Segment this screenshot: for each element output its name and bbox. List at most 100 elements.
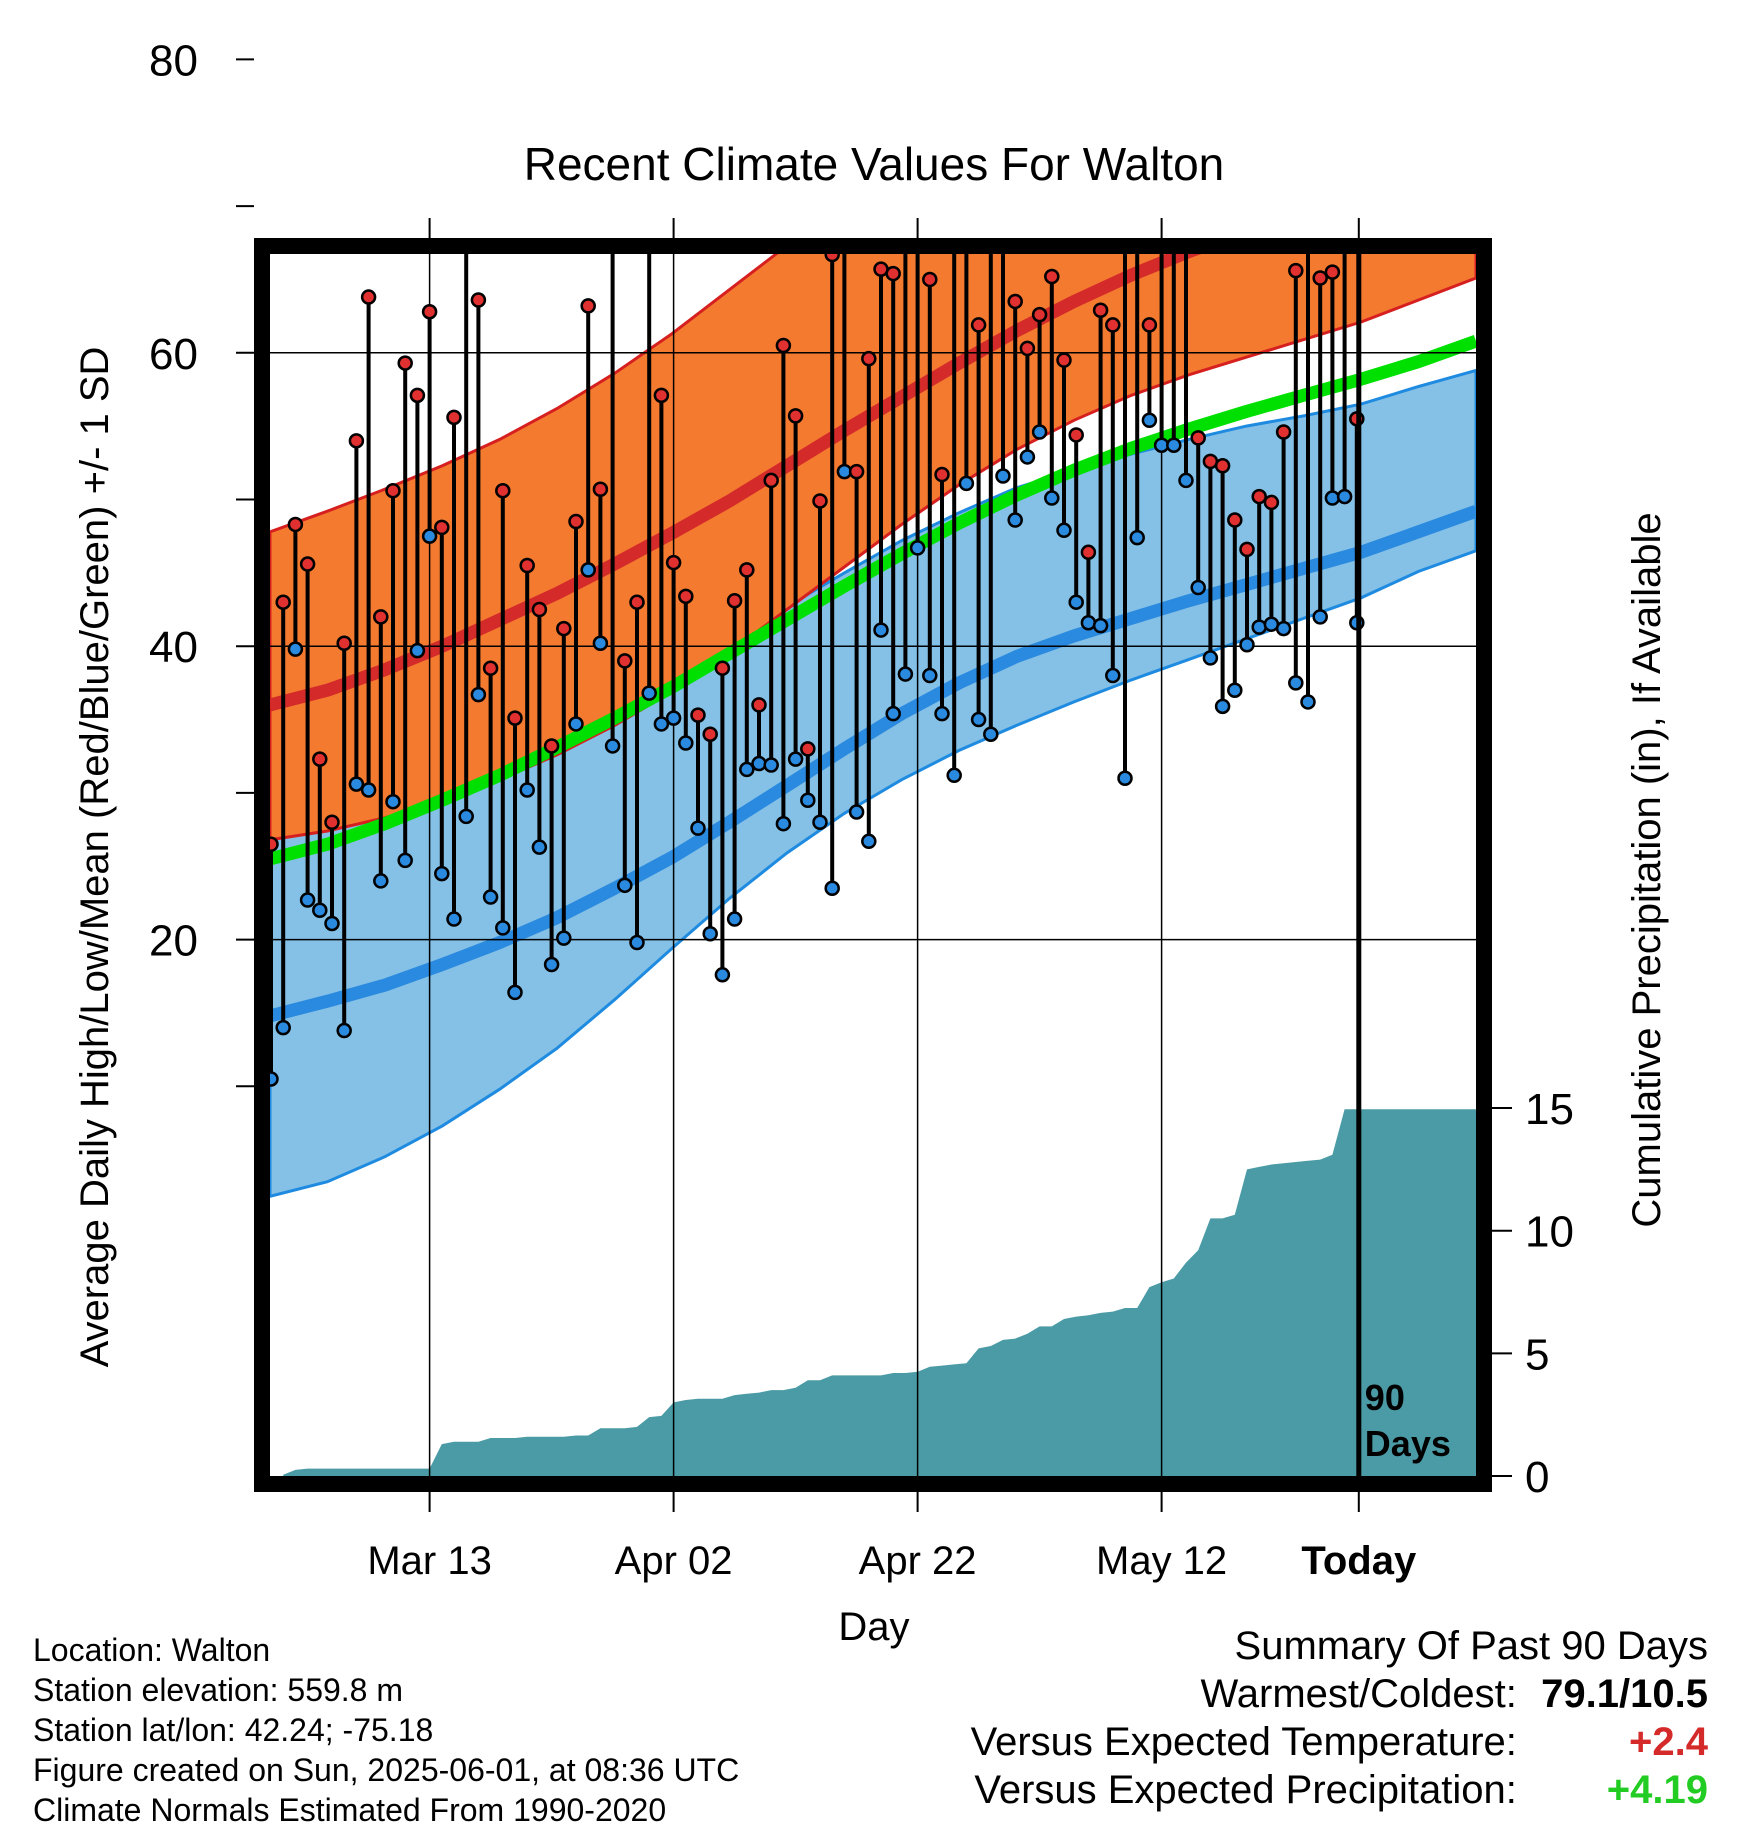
high-point [446,409,462,426]
low-point [360,782,377,798]
low-point [861,833,877,850]
high-point [336,635,352,652]
axes: 20 40 60 80 0 5 10 15 Mar 13 Apr 02 Apr 22 May 12 To… [149,36,1574,1583]
low-point [812,814,828,830]
high-point [580,298,596,314]
low-point [580,562,596,578]
low-point [604,738,621,754]
low-point [397,852,413,869]
low-point [690,820,706,836]
low-point [409,642,426,659]
x-tick-label: Mar 13 [367,1539,492,1583]
x-tick-label: Apr 02 [615,1539,733,1583]
warmest-value: 79.1/10.5 [1541,1672,1708,1716]
low-point [726,911,743,927]
high-point [299,556,316,572]
low-point [714,967,731,983]
low-point [1227,682,1243,698]
y2-tick-label: 10 [1525,1208,1574,1257]
high-point [1044,268,1060,285]
high-point [848,463,865,480]
summary-title: Summary Of Past 90 Days [1234,1624,1708,1668]
low-point [556,930,572,946]
low-point [385,793,401,810]
today-marker-label: 90 [1365,1377,1405,1418]
low-point [885,705,901,722]
high-point [800,741,816,757]
high-point [348,433,365,449]
high-point [373,609,389,625]
low-point [421,528,438,544]
low-point [324,915,340,932]
low-point [543,956,560,973]
high-point [324,814,340,830]
high-point [1080,544,1097,561]
low-point [373,873,389,889]
low-point [653,716,670,732]
x-tick-label: Today [1301,1539,1417,1583]
warmest-label: Warmest/Coldest: [1200,1672,1517,1716]
high-point [1227,512,1243,528]
low-point [873,622,889,638]
low-point [1080,614,1097,631]
low-point [1019,449,1036,465]
high-point [1056,352,1072,368]
high-point [556,620,572,637]
low-point [1288,675,1304,691]
low-point [909,540,926,556]
low-point [848,804,865,820]
high-point [1180,109,1193,122]
low-point [897,666,914,682]
high-point [899,117,912,130]
high-point [275,594,291,610]
high-point [1312,270,1328,286]
low-point [1312,609,1328,625]
precip-row: Versus Expected Precipitation: +4.19 [971,1766,1708,1814]
low-point [1141,412,1158,429]
high-point [617,653,633,669]
low-point [678,735,694,751]
low-point [1324,490,1341,506]
low-point [1178,472,1194,489]
high-point [665,554,682,571]
high-point [409,387,426,404]
high-point [1007,293,1023,310]
low-point [592,635,609,652]
high-point [629,594,645,610]
low-point [434,865,450,882]
low-point [1239,636,1255,653]
plot-content: 90 Days [270,109,1476,1476]
high-point [270,836,279,852]
high-point [507,710,523,726]
high-point [775,337,792,354]
high-point [1167,112,1180,125]
low-point [507,984,523,1001]
high-point [690,707,706,723]
high-point [460,205,473,218]
low-point [763,757,779,773]
normal-mean-line [270,334,1476,866]
high-point [812,493,828,509]
low-point [1056,522,1072,539]
low-point [470,686,487,703]
low-point [336,1022,352,1039]
temp-row: Versus Expected Temperature: +2.4 [971,1718,1708,1766]
low-point [629,934,645,951]
latlon-text: Station lat/lon: 42.24; -75.18 [33,1712,434,1748]
high-point [1338,220,1351,233]
y-tick-label: 20 [149,917,198,966]
low-point [739,761,755,778]
high-point [470,292,487,308]
low-point [1044,490,1060,506]
high-point [885,265,901,282]
high-point [1092,302,1109,319]
low-point [482,889,499,905]
high-point [568,513,584,530]
normals-text: Climate Normals Estimated From 1990-2020 [33,1792,667,1828]
high-point [948,210,961,223]
high-point [1263,494,1280,511]
low-point [702,925,718,942]
temp-label: Versus Expected Temperature: [970,1720,1517,1764]
low-point [1336,488,1353,505]
high-point [702,726,718,742]
